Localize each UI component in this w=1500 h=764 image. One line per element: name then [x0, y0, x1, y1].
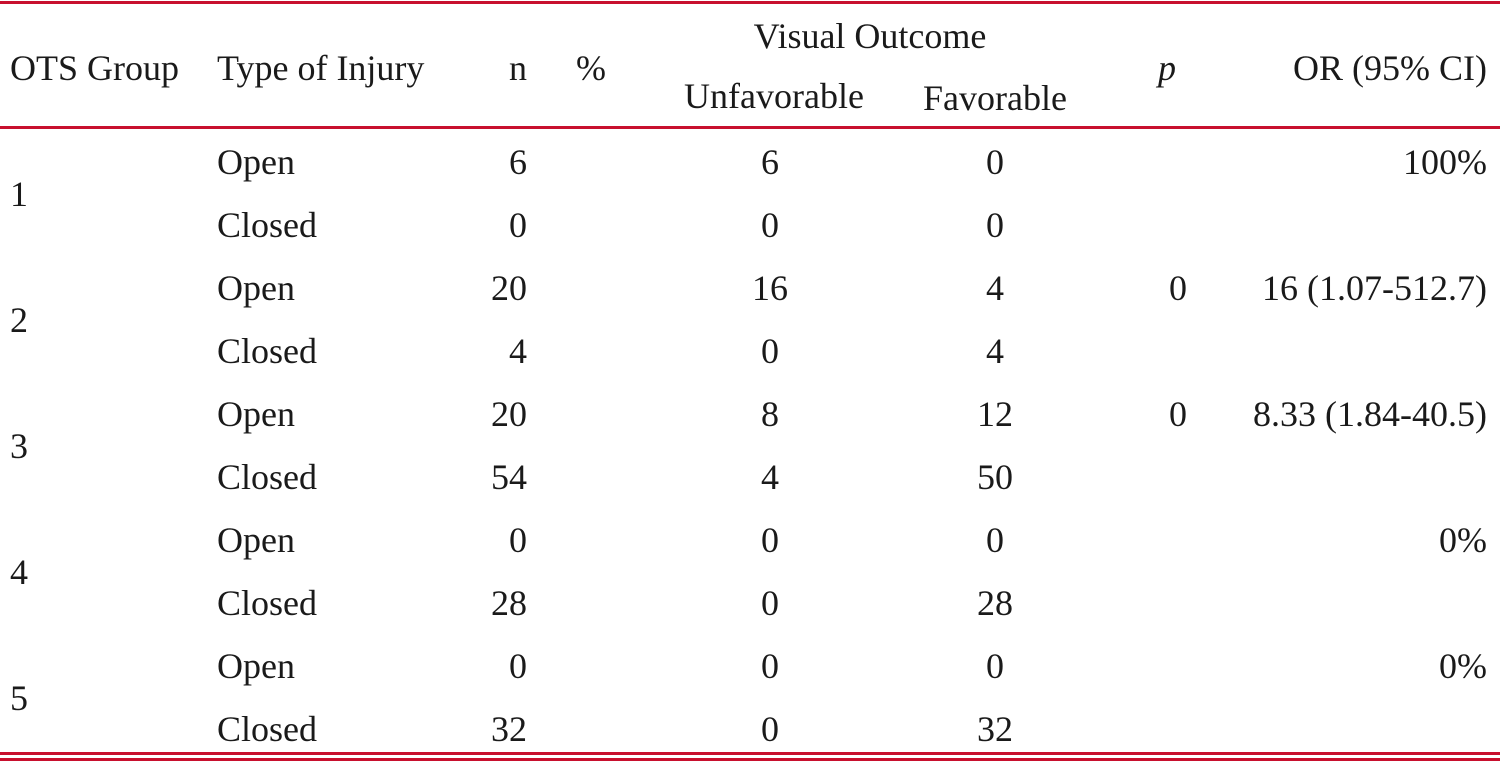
header-cell: Favorable: [923, 78, 1067, 118]
group-label: 1: [10, 173, 28, 214]
injury-type: Closed: [217, 583, 318, 623]
count: 32: [491, 709, 527, 749]
favorable-count: 32: [977, 709, 1013, 749]
odds-ratio: 0%: [1439, 646, 1487, 686]
header-cell: Type of Injury: [217, 48, 425, 88]
header-cell: OR (95% CI): [1293, 48, 1487, 88]
p-value: 0: [1169, 268, 1187, 308]
count: 0: [509, 205, 527, 245]
count: 0: [509, 646, 527, 686]
unfavorable-count: 0: [761, 709, 779, 749]
count: 20: [491, 394, 527, 434]
count: 6: [509, 142, 527, 182]
favorable-count: 28: [977, 583, 1013, 623]
injury-type: Closed: [217, 331, 318, 371]
unfavorable-count: 4: [761, 457, 779, 497]
count: 20: [491, 268, 527, 308]
injury-type: Open: [217, 520, 295, 560]
injury-type: Closed: [217, 205, 318, 245]
odds-ratio: 0%: [1439, 520, 1487, 560]
header-cell: p: [1158, 48, 1176, 88]
injury-type: Open: [217, 142, 295, 182]
unfavorable-count: 0: [761, 646, 779, 686]
unfavorable-count: 0: [761, 331, 779, 371]
header-cell: Unfavorable: [684, 76, 864, 116]
favorable-count: 12: [977, 394, 1013, 434]
bottom-rule: [0, 752, 1500, 755]
header-cell: Visual Outcome: [753, 16, 987, 56]
header-rule: [0, 126, 1500, 129]
unfavorable-count: 0: [761, 583, 779, 623]
injury-type: Closed: [217, 709, 318, 749]
odds-ratio: 16 (1.07-512.7): [1262, 268, 1487, 308]
odds-ratio: 8.33 (1.84-40.5): [1253, 394, 1487, 434]
count: 4: [509, 331, 527, 371]
header-cell: OTS Group: [10, 48, 179, 88]
odds-ratio: 100%: [1403, 142, 1487, 182]
unfavorable-count: 6: [761, 142, 779, 182]
top-rule: [0, 1, 1500, 4]
favorable-count: 4: [986, 331, 1004, 371]
count: 0: [509, 520, 527, 560]
group-label: 3: [10, 425, 28, 466]
injury-type: Closed: [217, 457, 318, 497]
header-cell: n: [509, 48, 527, 88]
bottom-rule: [0, 758, 1500, 761]
favorable-count: 0: [986, 205, 1004, 245]
count: 28: [491, 583, 527, 623]
favorable-count: 0: [986, 142, 1004, 182]
unfavorable-count: 8: [761, 394, 779, 434]
unfavorable-count: 0: [761, 520, 779, 560]
favorable-count: 50: [977, 457, 1013, 497]
p-value: 0: [1169, 394, 1187, 434]
group-label: 2: [10, 299, 28, 340]
favorable-count: 4: [986, 268, 1004, 308]
group-label: 5: [10, 677, 28, 718]
header-cell: %: [576, 48, 606, 88]
count: 54: [491, 457, 527, 497]
group-label: 4: [10, 551, 28, 592]
injury-type: Open: [217, 268, 295, 308]
favorable-count: 0: [986, 646, 1004, 686]
injury-type: Open: [217, 646, 295, 686]
injury-type: Open: [217, 394, 295, 434]
unfavorable-count: 0: [761, 205, 779, 245]
favorable-count: 0: [986, 520, 1004, 560]
unfavorable-count: 16: [752, 268, 788, 308]
